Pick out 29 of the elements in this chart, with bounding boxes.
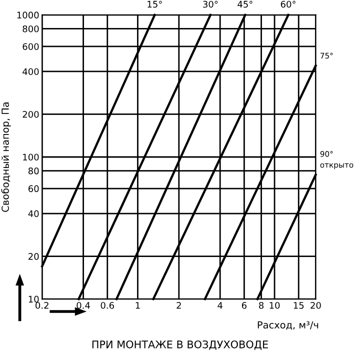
y-tick-label: 20 [28, 253, 39, 260]
y-tick-label: 60 [28, 185, 39, 192]
y-tick-label: 40 [28, 210, 39, 218]
y-axis-title: Свободный напор, Па [1, 102, 11, 212]
y-tick-label: 800 [22, 25, 39, 32]
y-tick-label: 600 [22, 43, 39, 50]
y-tick-label: 200 [22, 110, 39, 118]
y-tick-label: 400 [22, 68, 39, 76]
y-tick-label: 10 [28, 296, 39, 303]
x-tick-label: 0.4 [76, 302, 90, 309]
x-tick-label: 1 [136, 302, 140, 309]
x-axis-title: Расход, м³/ч [258, 321, 318, 330]
series-label: 15° [148, 0, 162, 8]
x-tick-label: 2 [176, 302, 181, 309]
y-tick-label: 80 [28, 167, 39, 174]
text: ПРИ МОНТАЖЕ В ВОЗДУХОВОДЕ [92, 340, 268, 350]
x-tick-label: 0.2 [36, 302, 48, 309]
x-tick-label: 4 [218, 302, 222, 309]
x-tick-label: 15 [294, 302, 304, 309]
x-tick-label: 8 [259, 302, 264, 309]
x-tick-label: 6 [242, 302, 246, 309]
series-label: 45° [238, 0, 252, 8]
y-tick-label: 100 [23, 154, 39, 161]
y-tick-label: 1000 [17, 12, 39, 19]
series-label: 60° [280, 0, 296, 8]
x-tick-label: 10 [270, 302, 280, 309]
x-tick-label: 0.6 [100, 302, 114, 309]
series-label: 30° [203, 0, 218, 8]
x-tick-label: 20 [310, 302, 321, 309]
